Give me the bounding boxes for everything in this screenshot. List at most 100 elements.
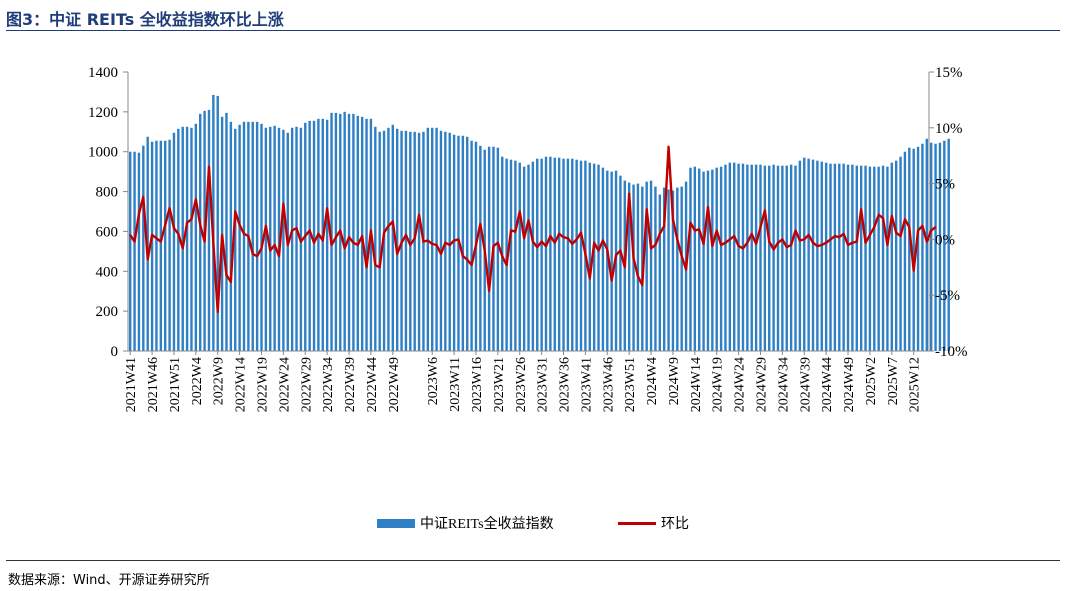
x-tick-label: 2023W21 [492,357,507,412]
chart-svg: 0 200 400 600 800 1000 1200 1400 -10% -5% 0% 5% 10%… [88,65,968,532]
line-point [575,238,578,241]
bar [934,143,937,351]
bar [395,128,399,351]
line-point [860,208,863,211]
bar [207,109,211,351]
x-tick-label: 2024W24 [733,357,748,412]
line-point [216,311,219,313]
bar [719,166,723,351]
bar [343,111,346,351]
bar [325,119,329,351]
bar [190,127,193,351]
bar [295,126,298,351]
line-point [755,242,758,245]
bar [199,113,202,351]
line-point [781,238,784,241]
bar [264,127,268,351]
bar [277,127,281,351]
bar [737,163,740,351]
bar [711,169,714,351]
bar [785,165,788,351]
bar [172,132,176,351]
line-point [855,240,858,243]
x-tick-label: 2021W51 [168,357,183,412]
bar [557,157,561,351]
line-point [842,232,845,235]
line-point [326,207,329,210]
x-tick-label: 2022W19 [256,357,271,412]
bar [636,183,640,351]
bar [899,156,902,351]
bar [619,175,622,351]
bar [452,134,456,351]
y-left-tick-label: 200 [96,304,119,320]
x-tick-label: 2023W51 [623,357,638,412]
line-point [877,213,880,216]
line-point [505,264,508,266]
legend-line-label: 环比 [661,516,689,532]
line-point [291,229,294,232]
line-point [475,244,477,246]
bar [741,163,745,351]
bar [531,161,535,351]
line-point [698,228,701,231]
x-tick-label: 2021W41 [124,357,139,412]
bar [566,158,570,351]
line-point [391,220,394,223]
bar [925,138,929,351]
bar [750,164,753,351]
x-tick-label: 2024W14 [689,357,704,412]
bar [518,162,521,351]
bar [803,157,806,351]
line-point [378,266,381,269]
bar [671,190,675,351]
y-right-tick-label: 5% [935,177,955,193]
line-point [405,234,407,236]
bar [908,147,911,351]
bar [255,121,259,351]
x-tick-label: 2023W31 [536,357,551,412]
x-tick-label: 2025W2 [864,357,879,405]
line-point [142,196,145,198]
line-point [623,266,626,269]
bar [746,164,749,351]
x-tick-label: 2024W49 [842,357,857,412]
line-point [759,226,762,229]
bar [789,164,793,351]
bar [238,124,241,351]
x-tick-label: 2023W6 [426,357,441,405]
bar [444,131,447,351]
line-point [847,244,849,246]
y-right-tick-label: -10% [935,344,968,360]
bar [794,165,797,351]
line-point [807,234,810,236]
title-underline [6,30,1060,31]
y-right-tick-label: -5% [935,288,960,304]
bar [374,126,377,351]
bar [938,142,942,351]
line-point [890,215,893,217]
bar [461,135,465,351]
line-point [654,244,657,246]
line-point [177,232,180,235]
bar [859,165,863,351]
bar [772,164,775,351]
line-point [453,239,455,242]
bar [807,158,810,351]
bar [181,126,184,351]
y-left-axis: 0 200 400 600 800 1000 1200 1400 [88,65,128,360]
line-point [904,218,906,221]
line-point [715,229,718,232]
line-point [610,279,613,282]
y-left-tick-label: 0 [111,344,119,360]
line-point [921,225,924,227]
line-point [558,232,561,235]
bar [579,160,583,351]
line-point [361,235,364,237]
line-point [523,237,526,240]
line-point [339,229,342,232]
x-tick-label: 2025W7 [886,357,901,405]
x-tick-label: 2023W46 [601,357,616,412]
y-left-tick-label: 800 [96,185,119,201]
line-point [299,240,302,243]
